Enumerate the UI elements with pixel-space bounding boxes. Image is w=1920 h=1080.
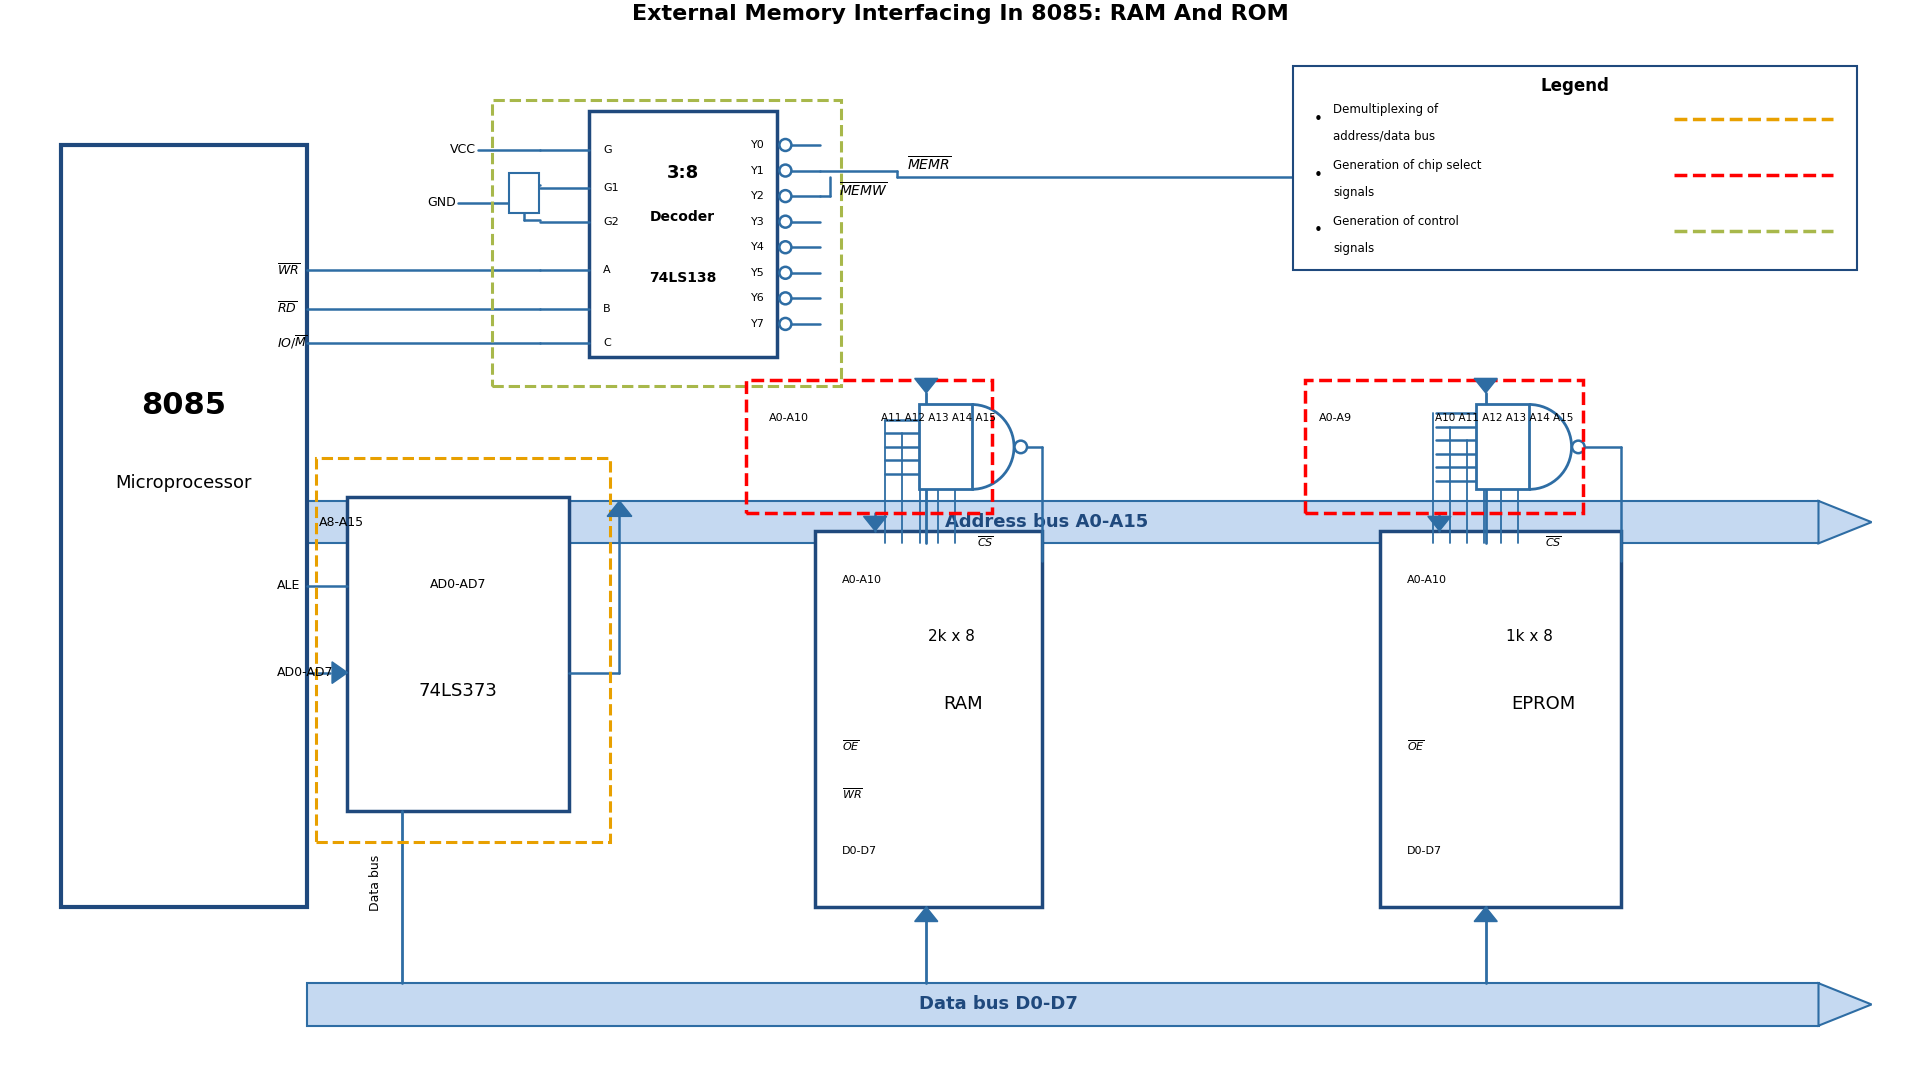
FancyBboxPatch shape <box>1476 405 1528 489</box>
Text: 8085: 8085 <box>142 391 227 420</box>
Text: Y2: Y2 <box>751 191 766 201</box>
Text: $\overline{CS}$: $\overline{CS}$ <box>977 535 995 550</box>
Circle shape <box>780 318 791 329</box>
Text: Generation of control: Generation of control <box>1332 215 1459 228</box>
Text: A0-A10: A0-A10 <box>1407 575 1446 584</box>
Text: •: • <box>1313 167 1323 183</box>
FancyBboxPatch shape <box>307 501 1818 543</box>
Text: 74LS138: 74LS138 <box>649 271 716 285</box>
Text: $\overline{RD}$: $\overline{RD}$ <box>276 301 298 316</box>
Text: G1: G1 <box>603 184 618 193</box>
Circle shape <box>780 293 791 305</box>
Text: Y4: Y4 <box>751 242 766 253</box>
Text: Address bus A0-A15: Address bus A0-A15 <box>945 513 1148 531</box>
Text: Y5: Y5 <box>751 268 766 278</box>
Text: VCC: VCC <box>449 144 476 157</box>
Text: $\overline{CS}$: $\overline{CS}$ <box>1546 535 1561 550</box>
FancyBboxPatch shape <box>509 173 540 214</box>
FancyBboxPatch shape <box>816 531 1043 907</box>
Text: Data bus: Data bus <box>369 854 382 912</box>
Circle shape <box>780 139 791 151</box>
Text: $IO/\overline{M}$: $IO/\overline{M}$ <box>276 334 307 351</box>
Text: $\overline{WR}$: $\overline{WR}$ <box>276 262 300 279</box>
Text: Demultiplexing of: Demultiplexing of <box>1332 103 1438 116</box>
Text: Decoder: Decoder <box>651 210 716 224</box>
Text: $\overline{MEMR}$: $\overline{MEMR}$ <box>906 156 950 174</box>
Text: Y0: Y0 <box>751 140 766 150</box>
Text: $\overline{OE}$: $\overline{OE}$ <box>1407 738 1425 753</box>
Text: Legend: Legend <box>1540 78 1609 95</box>
Text: $\overline{WR}$: $\overline{WR}$ <box>843 787 864 801</box>
Text: D0-D7: D0-D7 <box>843 846 877 855</box>
Text: signals: signals <box>1332 186 1375 199</box>
Text: Y1: Y1 <box>751 165 766 176</box>
Polygon shape <box>607 501 632 516</box>
Circle shape <box>1572 441 1584 454</box>
Text: 2k x 8: 2k x 8 <box>927 629 975 644</box>
Text: Y3: Y3 <box>751 217 766 227</box>
Polygon shape <box>1428 516 1452 531</box>
Text: RAM: RAM <box>943 694 983 713</box>
Text: A0-A10: A0-A10 <box>843 575 883 584</box>
Polygon shape <box>914 378 937 393</box>
Circle shape <box>1014 441 1027 454</box>
Text: •: • <box>1313 111 1323 126</box>
FancyBboxPatch shape <box>918 405 972 489</box>
Polygon shape <box>1475 378 1498 393</box>
Polygon shape <box>1475 907 1498 921</box>
Text: Data bus D0-D7: Data bus D0-D7 <box>920 996 1077 1013</box>
Polygon shape <box>914 907 937 921</box>
Text: G2: G2 <box>603 217 618 227</box>
Title: External Memory Interfacing In 8085: RAM And ROM: External Memory Interfacing In 8085: RAM… <box>632 4 1288 24</box>
Text: signals: signals <box>1332 242 1375 255</box>
Circle shape <box>780 190 791 202</box>
FancyBboxPatch shape <box>1380 531 1620 907</box>
Text: Generation of chip select: Generation of chip select <box>1332 159 1482 172</box>
FancyBboxPatch shape <box>348 497 570 811</box>
Text: A0-A9: A0-A9 <box>1319 413 1352 423</box>
Polygon shape <box>1818 983 1872 1026</box>
Text: 3:8: 3:8 <box>666 164 699 181</box>
Text: C: C <box>603 338 611 348</box>
Text: AD0-AD7: AD0-AD7 <box>430 579 486 592</box>
Text: $\overline{OE}$: $\overline{OE}$ <box>843 738 860 753</box>
Text: G: G <box>603 145 612 154</box>
Text: D0-D7: D0-D7 <box>1407 846 1442 855</box>
FancyBboxPatch shape <box>307 983 1818 1026</box>
Circle shape <box>780 241 791 253</box>
Text: 1k x 8: 1k x 8 <box>1505 629 1553 644</box>
Circle shape <box>780 216 791 228</box>
Text: Microprocessor: Microprocessor <box>115 474 252 491</box>
Text: A: A <box>603 266 611 275</box>
Text: A10 A11 A12 A13 A14 A15: A10 A11 A12 A13 A14 A15 <box>1434 413 1572 423</box>
Polygon shape <box>332 662 348 684</box>
Text: A0-A10: A0-A10 <box>770 413 808 423</box>
Polygon shape <box>864 516 887 531</box>
Text: •: • <box>1313 224 1323 239</box>
Polygon shape <box>1818 501 1872 543</box>
FancyBboxPatch shape <box>589 111 778 357</box>
Circle shape <box>780 267 791 279</box>
Circle shape <box>780 164 791 176</box>
Text: AD0-AD7: AD0-AD7 <box>276 666 334 679</box>
Text: ALE: ALE <box>276 579 300 592</box>
Text: GND: GND <box>428 197 457 210</box>
Text: 74LS373: 74LS373 <box>419 683 497 701</box>
Text: Y6: Y6 <box>751 294 766 303</box>
Text: A11 A12 A13 A14 A15: A11 A12 A13 A14 A15 <box>881 413 996 423</box>
Text: EPROM: EPROM <box>1511 694 1576 713</box>
Text: $\overline{MEMW}$: $\overline{MEMW}$ <box>839 181 889 200</box>
Text: A8-A15: A8-A15 <box>319 515 363 528</box>
Text: B: B <box>603 303 611 314</box>
Text: address/data bus: address/data bus <box>1332 130 1436 143</box>
FancyBboxPatch shape <box>1292 66 1857 270</box>
Text: Y7: Y7 <box>751 319 766 329</box>
